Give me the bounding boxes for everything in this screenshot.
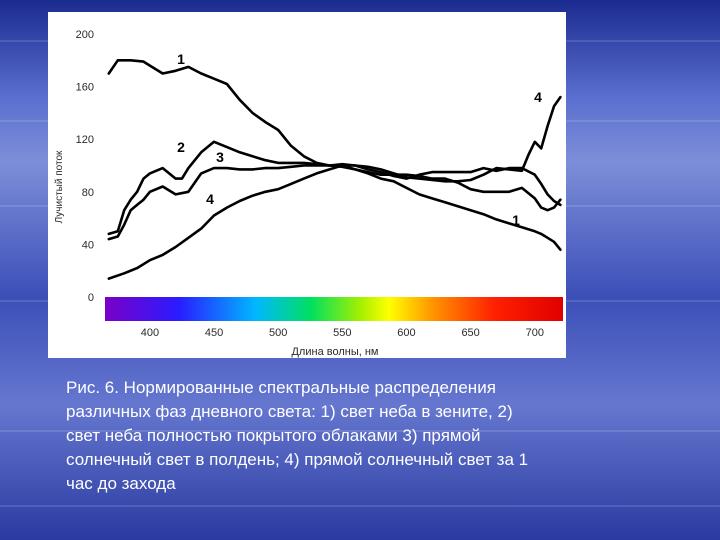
caption-line: свет неба полностью покрытого облаками 3… [66,426,481,445]
x-axis-title: Длина волны, нм [291,346,378,358]
curve-annotation: 3 [216,149,224,165]
y-tick-label: 120 [76,134,94,146]
x-tick-label: 450 [205,327,223,339]
curve-annotation: 4 [534,89,542,105]
x-tick-label: 400 [141,327,159,339]
y-axis-title: Лучистый поток [54,150,65,223]
y-tick-label: 200 [76,29,94,41]
x-tick-label: 600 [397,327,415,339]
series-2-line [107,140,562,236]
x-tick-label: 650 [461,327,479,339]
x-tick-label: 700 [526,327,544,339]
curve-annotation: 2 [177,139,185,155]
x-tick-label: 550 [333,327,351,339]
series-4-line [107,95,562,280]
curve-annotation: 1 [512,212,520,228]
y-tick-label: 160 [76,82,94,94]
caption-line: Рис. 6. Нормированные спектральные распр… [66,378,496,397]
y-tick-label: 80 [82,187,94,199]
caption-line: различных фаз дневного света: 1) свет не… [66,402,513,421]
caption-line: солнечный свет в полдень; 4) прямой солн… [66,450,529,469]
spectral-chart: 0 40 80 120 160 200 400 450 500 550 600 650 700 Длина… [54,29,563,358]
caption-line: час до захода [66,474,176,493]
series-3-line [107,162,562,241]
curve-annotation: 1 [177,51,185,67]
chart-panel: 0 40 80 120 160 200 400 450 500 550 600 650 700 Длина… [48,12,566,358]
y-tick-label: 40 [82,239,94,251]
figure-caption: Рис. 6. Нормированные спектральные распр… [66,376,626,496]
spectrum-band [105,297,563,321]
y-tick-label: 0 [88,292,94,304]
curve-annotation: 4 [206,191,214,207]
x-tick-label: 500 [269,327,287,339]
series-1-line [107,59,562,251]
